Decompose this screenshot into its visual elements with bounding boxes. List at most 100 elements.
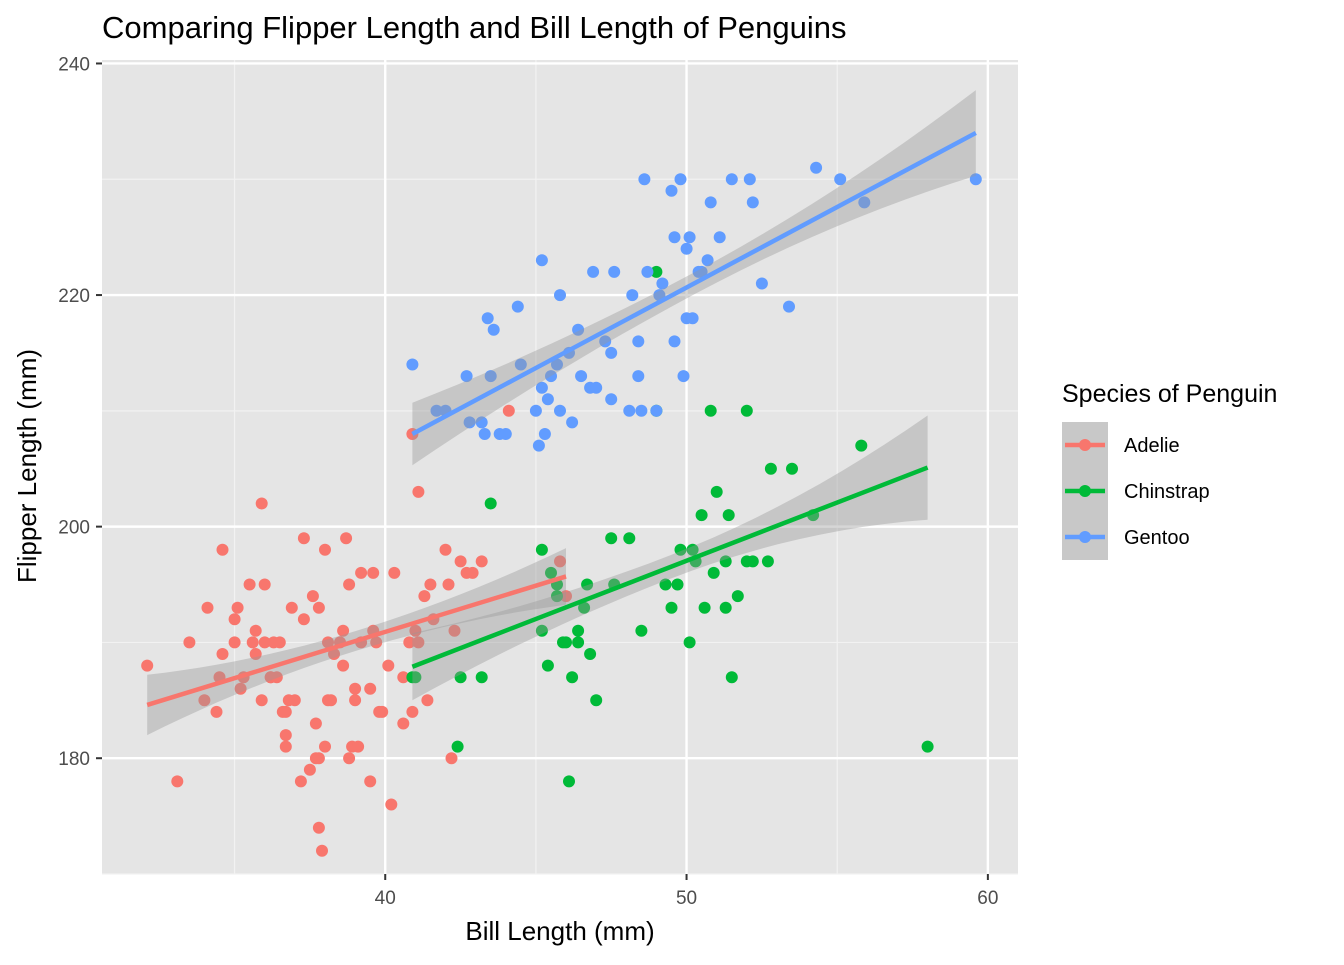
data-point-chinstrap [921,740,934,753]
data-point-chinstrap [665,601,678,614]
data-point-gentoo [554,404,566,417]
data-point-adelie [439,543,452,556]
data-point-adelie [421,694,434,707]
chart-title: Comparing Flipper Length and Bill Length… [102,10,846,45]
data-point-adelie [312,821,325,834]
data-point-gentoo [746,196,759,209]
data-point-gentoo [683,231,696,244]
x-tick-label: 40 [375,888,396,909]
data-point-chinstrap [707,566,720,579]
data-point-adelie [141,659,154,672]
data-point-adelie [343,752,356,765]
data-point-chinstrap [590,694,603,707]
data-point-adelie [343,578,356,591]
data-point-gentoo [743,173,756,186]
data-point-gentoo [641,265,654,278]
data-point-adelie [448,624,461,637]
data-point-adelie [337,624,350,637]
data-point-gentoo [535,381,548,394]
data-point-gentoo [701,254,714,267]
data-point-adelie [183,636,196,649]
data-point-adelie [349,694,362,707]
data-point-chinstrap [535,543,548,556]
data-point-adelie [258,578,271,591]
legend-label-adelie: Adelie [1124,435,1180,457]
data-point-adelie [228,636,241,649]
data-point-chinstrap [635,624,648,637]
legend-title: Species of Penguin [1062,380,1277,408]
data-point-adelie [502,404,515,417]
data-point-adelie [364,775,377,788]
legend-label-chinstrap: Chinstrap [1124,481,1210,503]
data-point-chinstrap [650,265,663,278]
data-point-adelie [201,601,214,614]
data-point-adelie [258,636,271,649]
y-tick-label: 240 [58,54,90,75]
data-point-chinstrap [698,601,711,614]
data-point-chinstrap [454,671,467,684]
data-point-adelie [216,543,229,556]
data-point-adelie [255,497,268,510]
data-point-adelie [171,775,184,788]
data-point-adelie [297,613,310,626]
data-point-adelie [367,566,380,579]
legend-point-adelie [1079,439,1091,451]
data-point-chinstrap [710,485,723,498]
data-point-adelie [234,682,247,695]
data-point-chinstrap [686,543,699,556]
y-axis-label: Flipper Length (mm) [12,349,42,583]
data-point-chinstrap [563,775,575,788]
data-point-adelie [246,636,259,649]
data-point-adelie [249,624,262,637]
data-point-chinstrap [541,659,554,672]
data-point-gentoo [554,289,566,302]
data-point-chinstrap [584,648,597,660]
data-point-gentoo [665,184,678,197]
legend-point-gentoo [1079,531,1091,543]
data-point-gentoo [626,289,639,302]
data-point-chinstrap [659,578,672,591]
data-point-gentoo [590,381,603,394]
data-point-adelie [309,717,322,730]
data-point-adelie [388,566,401,579]
data-point-gentoo [680,242,693,255]
data-point-adelie [406,705,419,718]
data-point-chinstrap [764,462,777,475]
data-point-gentoo [599,335,612,348]
data-point-gentoo [674,173,687,186]
data-point-gentoo [810,161,823,174]
data-point-chinstrap [683,636,696,649]
data-point-gentoo [572,323,585,336]
data-point-adelie [454,555,467,568]
data-point-gentoo [635,404,648,417]
data-point-chinstrap [623,532,636,545]
data-point-gentoo [587,265,600,278]
data-point-adelie [198,694,211,707]
data-point-gentoo [511,300,524,313]
data-point-adelie [270,671,283,684]
data-point-adelie [382,659,395,672]
confidence-band-gentoo [412,90,976,466]
data-point-gentoo [514,358,527,371]
data-point-chinstrap [695,509,708,522]
data-point-gentoo [478,428,491,440]
x-axis-label: Bill Length (mm) [465,916,654,946]
data-point-chinstrap [535,624,548,637]
data-point-adelie [442,578,455,591]
data-point-adelie [273,636,286,649]
data-point-chinstrap [761,555,774,568]
data-point-adelie [210,705,223,718]
data-point-gentoo [668,231,681,244]
data-point-adelie [316,844,328,857]
data-point-adelie [475,555,488,568]
data-point-gentoo [499,428,512,440]
data-point-gentoo [463,416,476,429]
data-point-adelie [325,694,337,707]
data-point-adelie [349,682,362,695]
data-point-chinstrap [719,601,732,614]
data-point-chinstrap [725,671,738,684]
data-point-adelie [385,798,398,811]
data-point-gentoo [566,416,579,429]
data-point-chinstrap [545,566,557,579]
